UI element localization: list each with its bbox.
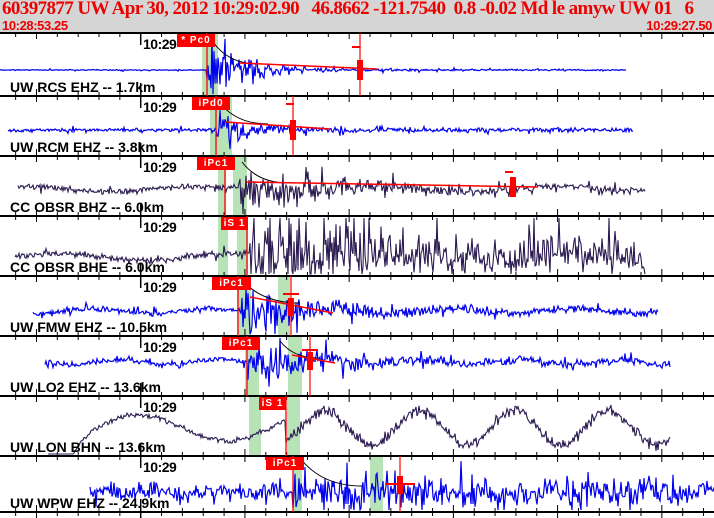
station-label: UW RCS EHZ -- 1.7km bbox=[10, 79, 156, 95]
minute-label: 10:29 bbox=[143, 279, 177, 295]
coda-decay-curve bbox=[299, 457, 363, 487]
phase-highlight-band bbox=[293, 457, 302, 511]
minute-label: 10:29 bbox=[143, 219, 177, 235]
station-label: UW LON BHN -- 13.6km bbox=[10, 439, 166, 455]
phase-highlight-band bbox=[218, 217, 228, 275]
phase-highlight-band bbox=[245, 337, 259, 395]
pick-flag[interactable]: iS 1 bbox=[221, 217, 248, 230]
station-label: UW RCM EHZ -- 3.8km bbox=[10, 139, 158, 155]
station-label: UW FMW EHZ -- 10.5km bbox=[10, 319, 168, 335]
waveform-trace[interactable] bbox=[48, 404, 671, 455]
header-band bbox=[0, 0, 714, 33]
station-label: UW LO2 EHZ -- 13.6km bbox=[10, 379, 161, 395]
station-label: CC OBSR BHE -- 6.0km bbox=[10, 259, 165, 275]
waveform-trace[interactable] bbox=[32, 287, 659, 335]
phase-highlight-band bbox=[237, 217, 248, 275]
minute-label: 10:29 bbox=[143, 459, 177, 475]
phase-highlight-band bbox=[218, 157, 226, 215]
pick-flag[interactable]: iPc1 bbox=[212, 277, 251, 290]
amplitude-envelope-line bbox=[245, 181, 539, 188]
amplitude-envelope-line bbox=[291, 354, 336, 364]
amplitude-envelope-line bbox=[239, 62, 378, 70]
coda-marker-box[interactable] bbox=[357, 60, 363, 80]
pick-flag[interactable]: iPc1 bbox=[197, 157, 235, 170]
pick-flag[interactable]: iPd0 bbox=[192, 97, 230, 110]
minute-label: 10:29 bbox=[143, 339, 177, 355]
minute-label: 10:29 bbox=[143, 99, 177, 115]
window-end-time: 10:29:27.50 bbox=[646, 18, 712, 33]
waveform-trace[interactable] bbox=[14, 217, 646, 275]
minute-label: 10:29 bbox=[143, 399, 177, 415]
phase-highlight-band bbox=[287, 397, 300, 455]
minute-label: 10:29 bbox=[143, 36, 177, 52]
station-label: CC OBSR BHZ -- 6.0km bbox=[10, 199, 165, 215]
pick-flag[interactable]: * Pc0 bbox=[177, 34, 215, 47]
phase-highlight-band bbox=[237, 277, 251, 335]
phase-highlight-band bbox=[249, 397, 261, 455]
pick-flag[interactable]: iS 1 bbox=[259, 397, 286, 410]
coda-marker-box[interactable] bbox=[307, 352, 313, 370]
phase-highlight-band bbox=[202, 34, 218, 95]
station-label: UW WPW EHZ -- 24.9km bbox=[10, 495, 170, 511]
event-summary-line: 60397877 UW Apr 30, 2012 10:29:02.90 46.… bbox=[2, 0, 694, 19]
coda-marker-box[interactable] bbox=[510, 177, 516, 197]
coda-marker-box[interactable] bbox=[288, 298, 294, 316]
waveform-trace[interactable] bbox=[44, 337, 671, 387]
phase-highlight-band bbox=[278, 277, 290, 335]
coda-marker-box[interactable] bbox=[290, 120, 296, 140]
window-start-time: 10:28:53.25 bbox=[2, 18, 68, 33]
waveform-trace[interactable] bbox=[17, 166, 646, 215]
amplitude-envelope-line bbox=[224, 121, 331, 130]
pick-flag[interactable]: iPc1 bbox=[222, 337, 260, 350]
coda-decay-curve bbox=[241, 161, 289, 184]
waveform-trace[interactable] bbox=[0, 35, 627, 95]
minute-label: 10:29 bbox=[143, 159, 177, 175]
coda-decay-curve bbox=[279, 340, 319, 359]
pick-flag[interactable]: iPc1 bbox=[266, 457, 304, 470]
